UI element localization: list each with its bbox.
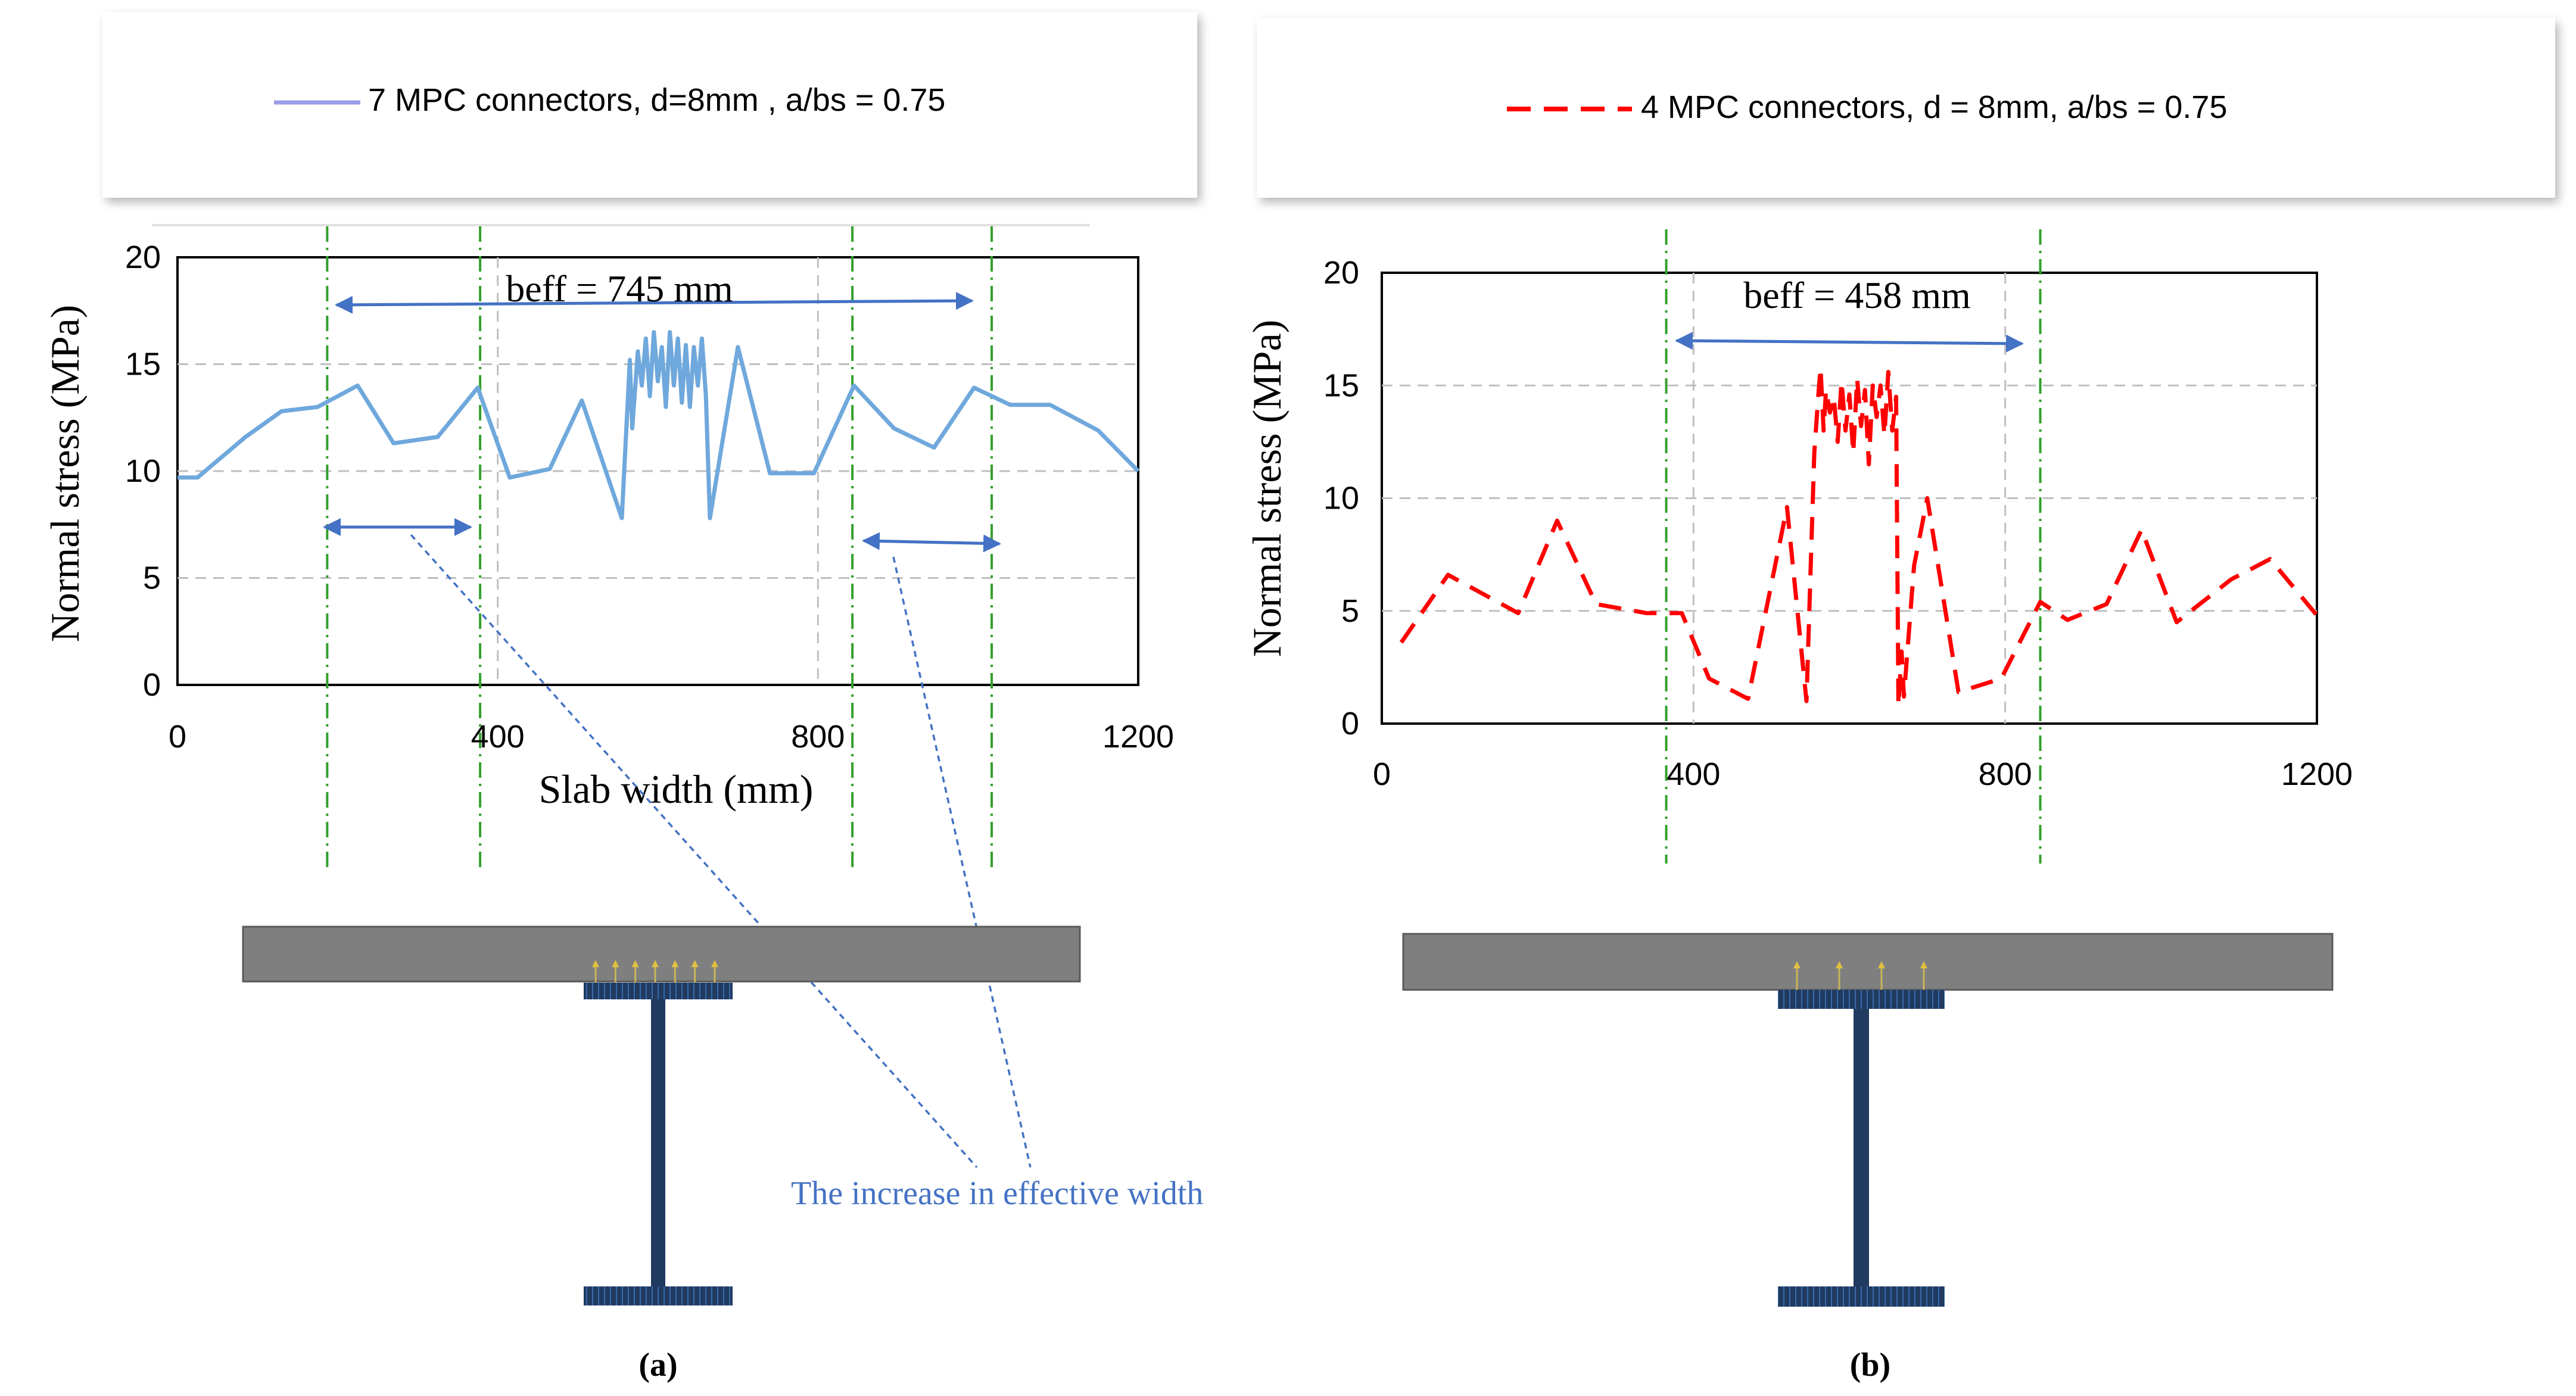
- connector-head-a-6: [711, 960, 718, 967]
- top-flange-b: [1778, 990, 1945, 1009]
- y-tick-b-0: 0: [1341, 706, 1359, 741]
- y-tick-b-5: 5: [1341, 593, 1359, 629]
- x-axis-label-a: Slab width (mm): [539, 766, 814, 812]
- x-tick-a-0: 0: [169, 719, 186, 755]
- leader-line-left: [410, 534, 978, 1168]
- beff-guides-b: [1665, 229, 2042, 864]
- x-tick-b-800: 800: [1979, 756, 2032, 792]
- x-tick-b-1200: 1200: [2281, 756, 2353, 792]
- x-tick-a-1200: 1200: [1102, 719, 1174, 755]
- connector-head-b-1: [1836, 961, 1843, 968]
- web-a: [651, 999, 665, 1289]
- beff-guides-a: [326, 226, 993, 872]
- legend-text-b: 4 MPC connectors, d = 8mm, a/bs = 0.75: [1641, 89, 2227, 125]
- connector-head-a-2: [631, 960, 639, 967]
- cross-section-b: [1402, 933, 2334, 1307]
- x-tick-b-0: 0: [1373, 756, 1391, 792]
- concrete-slab-a: [242, 926, 1081, 983]
- legend-box-a: [102, 12, 1197, 198]
- plot-area-a: 0 5 10 15 20 0 400 800 1200: [125, 226, 1174, 872]
- connector-head-a-3: [652, 960, 659, 967]
- y-tick-b-15: 15: [1323, 367, 1359, 403]
- y-tick-b-20: 20: [1323, 255, 1359, 291]
- web-b: [1854, 1009, 1869, 1289]
- x-tick-b-400: 400: [1667, 756, 1720, 792]
- connector-head-a-0: [592, 960, 599, 967]
- stress-line-b: [1399, 365, 2319, 708]
- y-tick-a-20: 20: [125, 239, 161, 275]
- y-tick-a-15: 15: [125, 347, 161, 382]
- connector-head-b-0: [1793, 961, 1801, 968]
- connector-head-b-3: [1920, 961, 1927, 968]
- panel-a: 7 MPC connectors, d=8mm , a/bs = 0.75 0 5…: [42, 12, 1203, 1383]
- plot-frame-a: [176, 256, 1139, 686]
- panel-label-a: (a): [638, 1347, 677, 1383]
- y-tick-b-10: 10: [1323, 481, 1359, 516]
- concrete-slab-b: [1402, 933, 2334, 991]
- panel-label-b: (b): [1850, 1347, 1890, 1383]
- cross-section-a: [242, 926, 1081, 1305]
- beff-arrow-b: [1675, 332, 2024, 353]
- connector-head-b-2: [1878, 961, 1885, 968]
- x-tick-a-800: 800: [791, 719, 845, 755]
- x-tick-a-400: 400: [471, 719, 525, 755]
- legend-text-a: 7 MPC connectors, d=8mm , a/bs = 0.75: [368, 82, 945, 118]
- connector-head-a-1: [612, 960, 619, 967]
- y-axis-label-b: Normal stress (MPa): [1244, 320, 1289, 658]
- connectors-a: [592, 960, 718, 984]
- increase-arrow-right: [862, 532, 1001, 553]
- y-tick-a-0: 0: [143, 667, 161, 703]
- beff-label-a: beff = 745 mm: [506, 267, 733, 310]
- tick-labels-b: 0 5 10 15 20 0 400 800 1200: [1323, 255, 2353, 792]
- connector-head-a-4: [671, 960, 679, 967]
- connectors-b: [1793, 961, 1927, 991]
- connector-head-a-5: [691, 960, 699, 967]
- y-axis-label-a: Normal stress (MPa): [42, 305, 88, 643]
- y-tick-a-10: 10: [125, 453, 161, 489]
- legend-box-b: [1257, 18, 2555, 198]
- plot-area-b: 0 5 10 15 20 0 400 800 1200: [1323, 229, 2353, 864]
- bottom-flange-a: [584, 1286, 733, 1305]
- bottom-flange-b: [1778, 1286, 1945, 1307]
- leader-line-right: [892, 556, 1032, 1168]
- beff-label-b: beff = 458 mm: [1743, 274, 1971, 316]
- stress-line-a: [177, 330, 1140, 521]
- beff-arrow-a: [335, 292, 974, 314]
- y-tick-a-5: 5: [143, 560, 161, 596]
- annotation-text: The increase in effective width: [791, 1175, 1203, 1212]
- tick-labels-a: 0 5 10 15 20 0 400 800 1200: [125, 239, 1174, 755]
- panel-b: 4 MPC connectors, d = 8mm, a/bs = 0.75 0…: [1244, 18, 2555, 1383]
- top-flange-a: [584, 983, 733, 999]
